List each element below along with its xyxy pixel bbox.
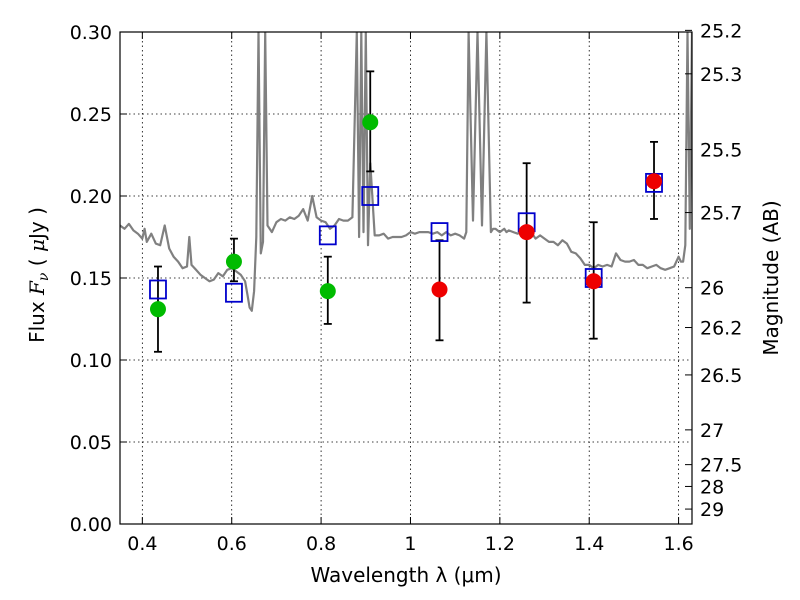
right-tick-label: 27 — [700, 420, 724, 442]
y-tick-label: 0.20 — [70, 186, 112, 208]
model-square-point — [430, 222, 449, 242]
y-tick-label: 0.10 — [70, 350, 112, 372]
x-tick-label: 0.8 — [306, 533, 336, 555]
observed-circle-point — [431, 281, 448, 298]
x-axis-label: Wavelength λ (μm) — [310, 563, 501, 587]
observed-circle-point — [225, 253, 242, 270]
right-tick-label: 26.5 — [700, 365, 742, 387]
right-tick-label: 26.2 — [700, 318, 742, 340]
model-square-point — [361, 186, 380, 206]
y-tick-label: 0.25 — [70, 104, 112, 126]
y-tick-label: 0.30 — [70, 22, 112, 44]
x-tick-label: 0.4 — [127, 533, 157, 555]
right-tick-label: 25.7 — [700, 203, 742, 225]
observed-circle-point — [149, 301, 166, 318]
right-tick-label: 29 — [700, 499, 724, 521]
y-tick-label: 0.00 — [70, 514, 112, 536]
observed-circle-point — [518, 224, 535, 241]
right-tick-label: 28 — [700, 476, 724, 498]
data-markers — [149, 70, 663, 353]
x-tick-label: 1.4 — [574, 533, 604, 555]
observed-circle-point — [362, 114, 379, 131]
right-tick-label: 25.3 — [700, 64, 742, 86]
model-spectrum-line — [120, 32, 692, 312]
right-tick-label: 26 — [700, 278, 724, 300]
x-tick-label: 0.6 — [217, 533, 247, 555]
right-tick-label: 25.5 — [700, 140, 742, 162]
x-tick-label: 1 — [404, 533, 416, 555]
model-square-point — [225, 282, 243, 303]
right-axis-label: Magnitude (AB) — [759, 200, 783, 355]
right-tick-label: 25.2 — [700, 20, 742, 42]
model-square-point — [318, 225, 337, 246]
x-axis-ticks: 0.4 0.6 0.8 1 1.2 1.4 1.6 — [127, 32, 694, 555]
x-tick-label: 1.2 — [485, 533, 515, 555]
model-square-point — [149, 279, 167, 300]
x-tick-label: 1.6 — [663, 533, 693, 555]
right-tick-label: 27.5 — [700, 455, 742, 477]
observed-circle-point — [646, 173, 663, 190]
observed-circle-point — [585, 273, 602, 290]
observed-circle-point — [319, 283, 336, 300]
y-tick-label: 0.05 — [70, 432, 112, 454]
y-axis-ticks: 0.00 0.05 0.10 0.15 0.20 0.25 0.30 — [70, 22, 127, 536]
y-axis-label: Flux Fν ( μJy ) — [25, 207, 52, 343]
y-tick-label: 0.15 — [70, 268, 112, 290]
